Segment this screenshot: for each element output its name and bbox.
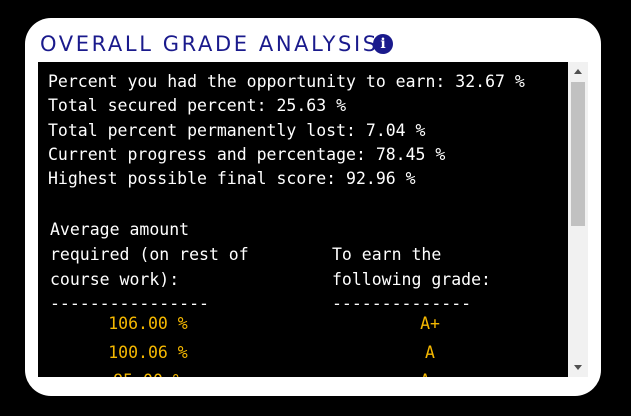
column-header: Average amount: [50, 220, 190, 239]
divider: --------------: [332, 294, 472, 313]
required-percent: 106.00 %: [108, 314, 188, 333]
column-header: To earn the: [332, 244, 442, 264]
grade: A-: [330, 371, 530, 377]
column-header: following grade:: [332, 269, 491, 289]
column-header: required (on rest of: [50, 244, 249, 264]
summary-line: Total percent permanently lost: 7.04 %: [48, 120, 426, 140]
column-header: course work):: [50, 269, 180, 289]
summary-line: Current progress and percentage: 78.45 %: [48, 144, 446, 164]
summary-line: Highest possible final score: 92.96 %: [48, 169, 416, 189]
scroll-down[interactable]: [574, 365, 582, 370]
required-percent: 95.00 %: [48, 371, 248, 377]
divider: ----------------: [50, 294, 209, 313]
summary-line: Percent you had the opportunity to earn:…: [48, 72, 525, 91]
analysis-panel: Percent you had the opportunity to earn:…: [38, 62, 568, 377]
grade: A: [425, 342, 435, 362]
scroll-thumb[interactable]: [571, 82, 585, 226]
scrollbar[interactable]: [568, 62, 588, 377]
summary-line: Total secured percent: 25.63 %: [48, 96, 347, 116]
scroll-up[interactable]: [574, 69, 582, 74]
card: OVERALL GRADE ANALYSIS i Percent you had…: [25, 18, 601, 396]
info-icon[interactable]: i: [373, 34, 393, 54]
required-percent: 100.06 %: [108, 342, 188, 362]
grade: A+: [420, 314, 440, 333]
title: OVERALL GRADE ANALYSIS: [40, 32, 379, 56]
